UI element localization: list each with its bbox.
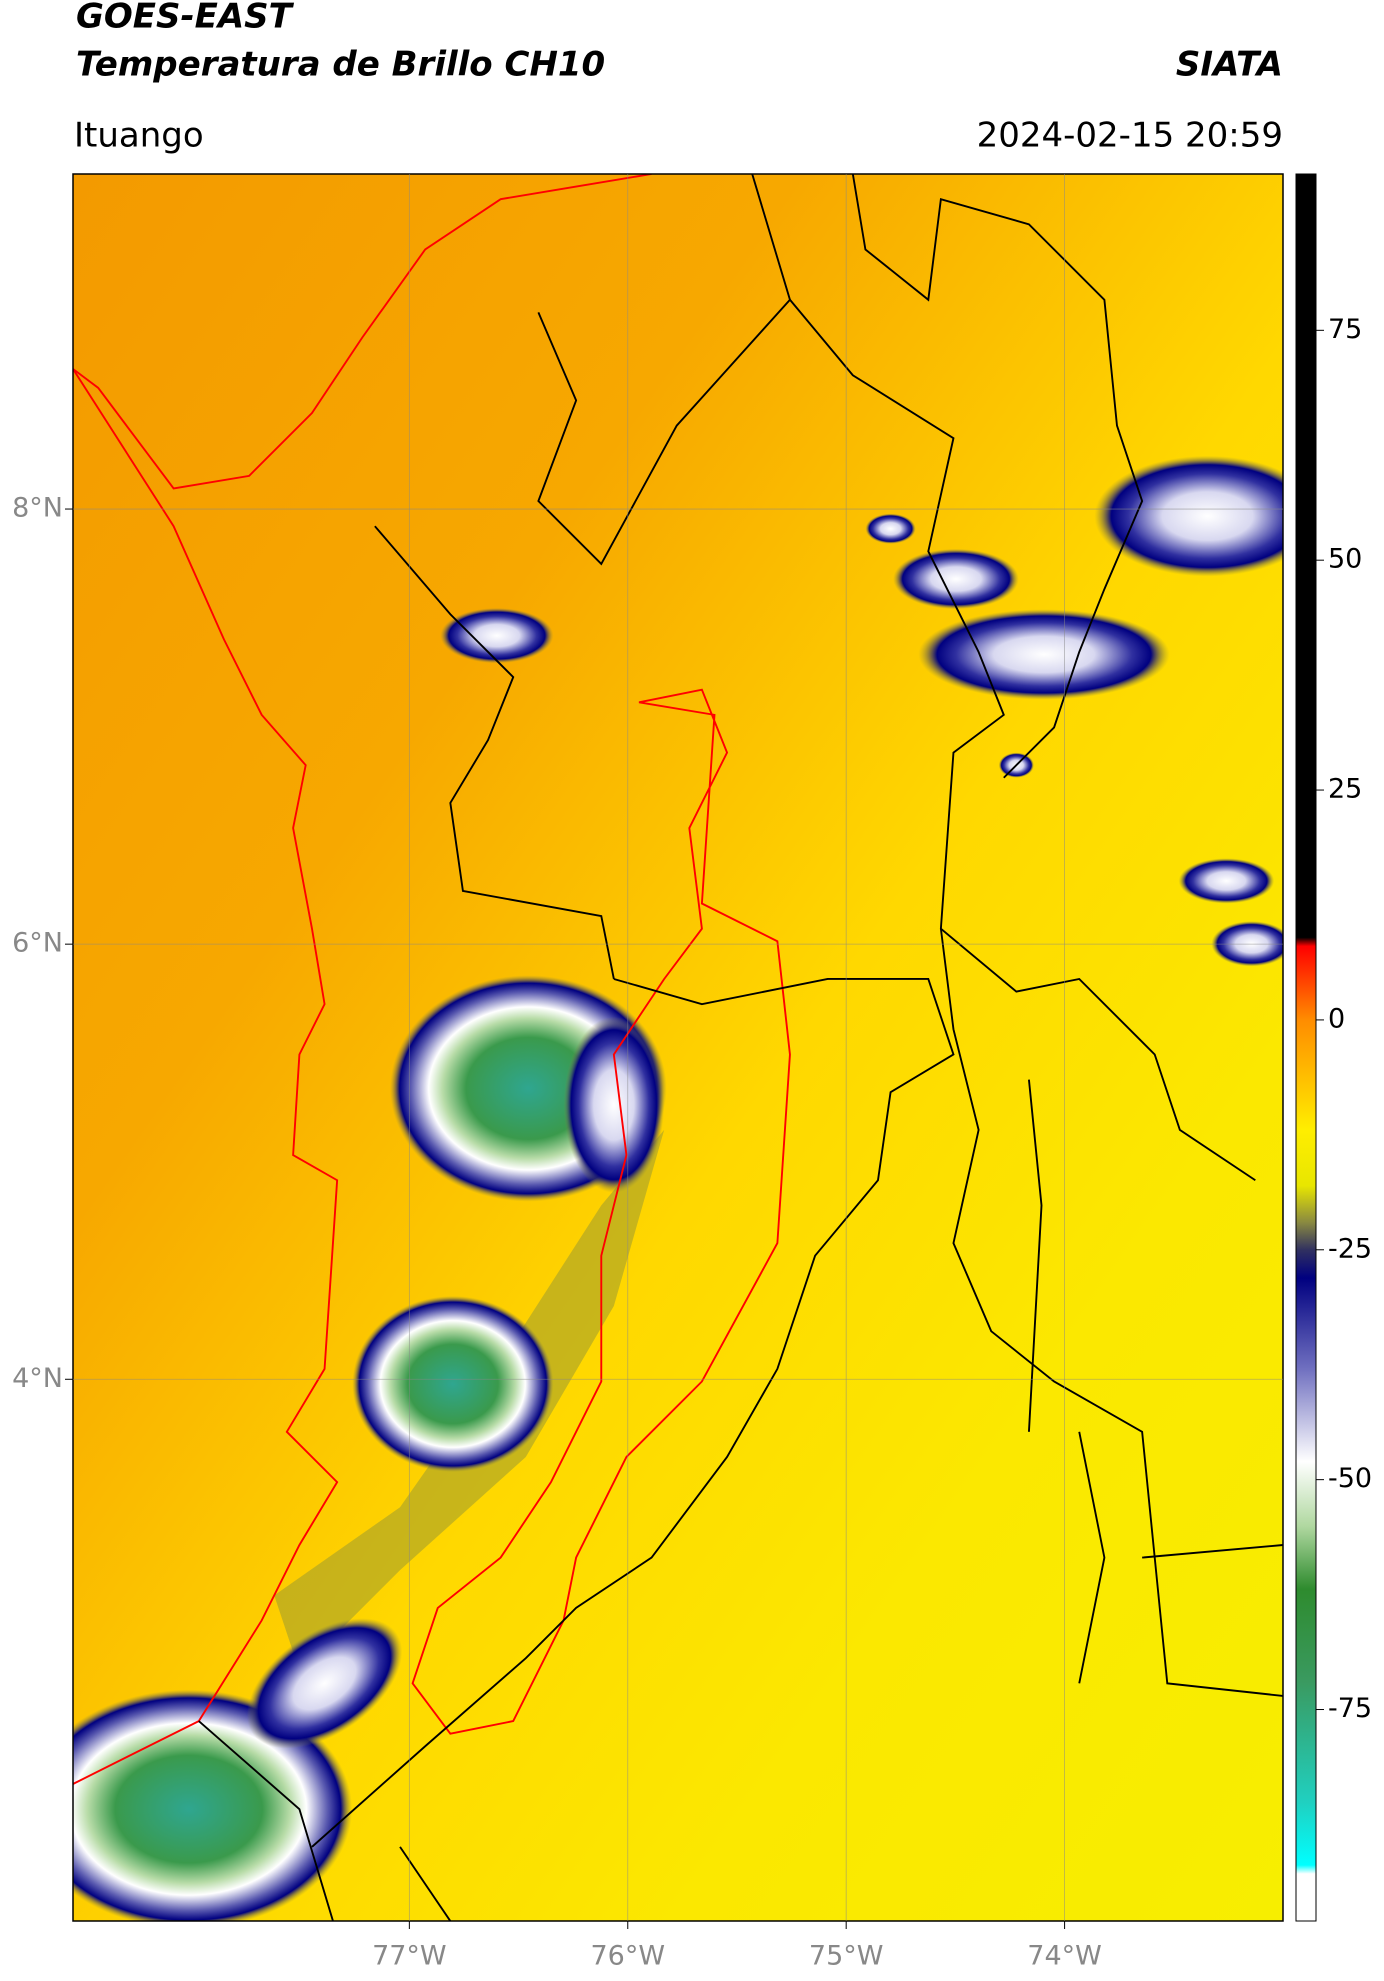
- colorbar-tick-label: 50: [1328, 544, 1362, 575]
- x-tick-label: 77°W: [372, 1941, 447, 1972]
- x-tick-label: 75°W: [809, 1941, 884, 1972]
- colorbar-tick-label: 0: [1328, 1003, 1345, 1034]
- colorbar-tick-label: 25: [1328, 774, 1362, 805]
- location: Ituango: [74, 116, 204, 156]
- colorbar-tick-label: 75: [1328, 314, 1362, 345]
- colorbar: [1295, 173, 1317, 1922]
- x-tick-label: 74°W: [1027, 1941, 1102, 1972]
- borders: [73, 174, 1283, 1921]
- map-frame: [72, 173, 1284, 1922]
- colorbar-tick-label: -25: [1328, 1233, 1372, 1264]
- map-background: [73, 174, 1283, 1921]
- colorbar-tick-label: -50: [1328, 1463, 1372, 1494]
- y-tick-label: 8°N: [12, 493, 63, 524]
- source: SIATA: [1176, 45, 1283, 85]
- y-tick-label: 6°N: [12, 928, 63, 959]
- datetime: 2024-02-15 20:59: [977, 116, 1283, 156]
- x-tick-label: 76°W: [590, 1941, 665, 1972]
- y-tick-label: 4°N: [12, 1363, 63, 1394]
- colorbar-tick-label: -75: [1328, 1693, 1372, 1724]
- map: [73, 174, 1283, 1921]
- subtitle: Temperatura de Brillo CH10: [76, 45, 605, 85]
- clouds: [73, 455, 1283, 1921]
- title: GOES-EAST: [76, 0, 295, 37]
